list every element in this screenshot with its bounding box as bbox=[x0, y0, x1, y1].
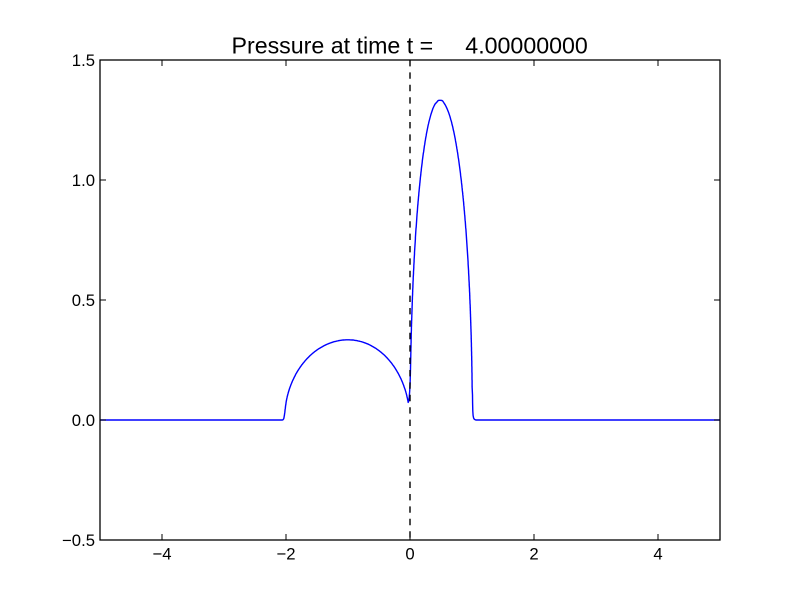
svg-text:0.5: 0.5 bbox=[72, 291, 95, 310]
svg-text:4.00000000: 4.00000000 bbox=[465, 32, 588, 58]
svg-text:4: 4 bbox=[653, 545, 662, 564]
svg-text:0.0: 0.0 bbox=[72, 411, 95, 430]
svg-text:−4: −4 bbox=[152, 545, 171, 564]
svg-text:1.0: 1.0 bbox=[72, 171, 95, 190]
svg-text:−0.5: −0.5 bbox=[62, 531, 95, 550]
svg-text:Pressure at time t =: Pressure at time t = bbox=[232, 32, 434, 58]
svg-text:−2: −2 bbox=[276, 545, 295, 564]
svg-text:0: 0 bbox=[405, 545, 414, 564]
svg-text:1.5: 1.5 bbox=[72, 51, 95, 70]
svg-text:2: 2 bbox=[529, 545, 538, 564]
